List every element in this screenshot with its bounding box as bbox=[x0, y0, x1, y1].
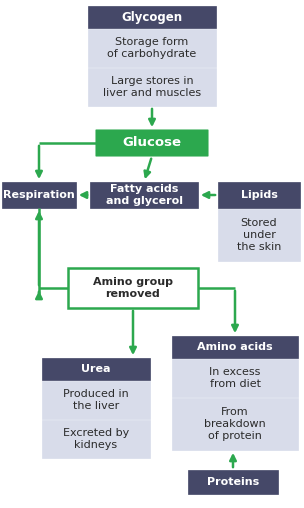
FancyBboxPatch shape bbox=[88, 29, 216, 67]
Text: Amino acids: Amino acids bbox=[197, 342, 273, 352]
FancyBboxPatch shape bbox=[90, 182, 198, 208]
Text: Fatty acids
and glycerol: Fatty acids and glycerol bbox=[105, 184, 182, 206]
Text: Stored
under
the skin: Stored under the skin bbox=[237, 218, 281, 251]
FancyBboxPatch shape bbox=[218, 209, 300, 261]
FancyBboxPatch shape bbox=[188, 470, 278, 494]
FancyBboxPatch shape bbox=[68, 268, 198, 308]
FancyBboxPatch shape bbox=[172, 359, 298, 397]
FancyBboxPatch shape bbox=[172, 398, 298, 450]
Text: From
breakdown
of protein: From breakdown of protein bbox=[204, 407, 266, 440]
Text: Proteins: Proteins bbox=[207, 477, 259, 487]
Text: Respiration: Respiration bbox=[3, 190, 75, 200]
Text: In excess
from diet: In excess from diet bbox=[209, 367, 261, 389]
FancyBboxPatch shape bbox=[218, 182, 300, 208]
FancyBboxPatch shape bbox=[88, 6, 216, 28]
Text: Storage form
of carbohydrate: Storage form of carbohydrate bbox=[107, 37, 197, 59]
Text: Glycogen: Glycogen bbox=[121, 11, 183, 23]
FancyBboxPatch shape bbox=[96, 130, 208, 156]
Text: Lipids: Lipids bbox=[240, 190, 278, 200]
FancyBboxPatch shape bbox=[2, 182, 76, 208]
FancyBboxPatch shape bbox=[42, 420, 150, 458]
FancyBboxPatch shape bbox=[42, 381, 150, 419]
FancyBboxPatch shape bbox=[42, 358, 150, 380]
Text: Produced in
the liver: Produced in the liver bbox=[63, 389, 129, 411]
FancyBboxPatch shape bbox=[88, 68, 216, 106]
Text: Glucose: Glucose bbox=[123, 137, 181, 149]
Text: Excreted by
kidneys: Excreted by kidneys bbox=[63, 428, 129, 450]
Text: Urea: Urea bbox=[81, 364, 111, 374]
Text: Large stores in
liver and muscles: Large stores in liver and muscles bbox=[103, 76, 201, 98]
Text: Amino group
removed: Amino group removed bbox=[93, 277, 173, 299]
FancyBboxPatch shape bbox=[172, 336, 298, 358]
